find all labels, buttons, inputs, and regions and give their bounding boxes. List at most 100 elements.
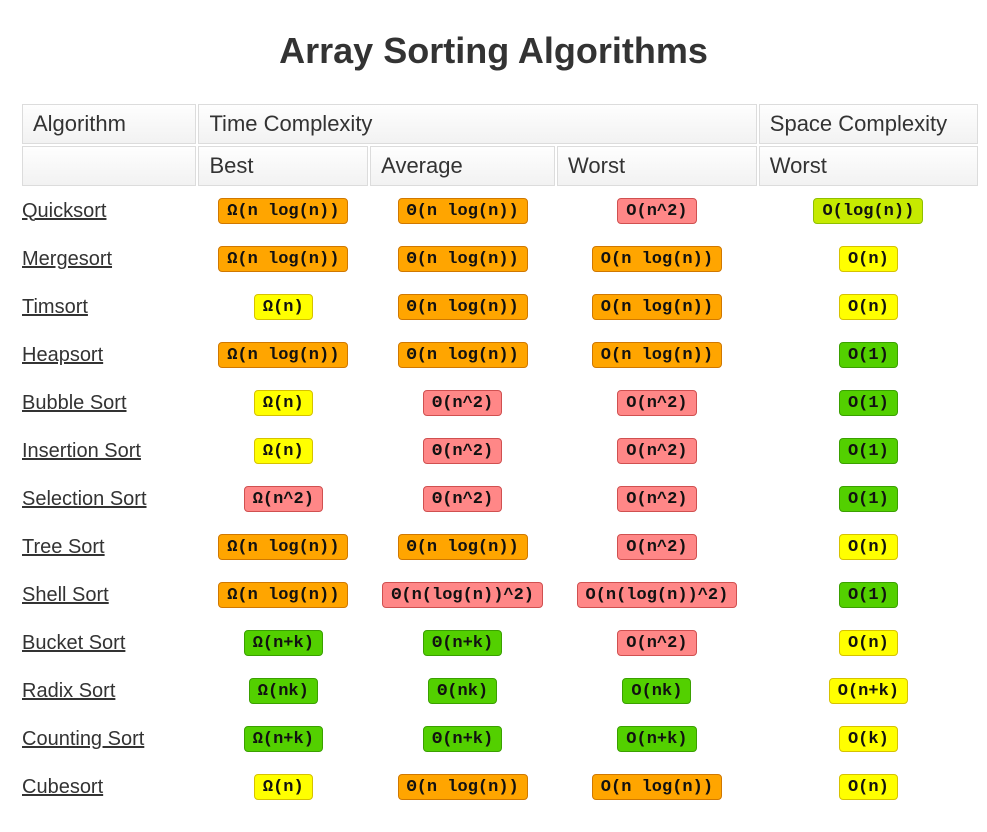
algorithm-name-cell: Radix Sort	[22, 668, 196, 714]
algorithm-link[interactable]: Selection Sort	[22, 488, 147, 510]
table-row: MergesortΩ(n log(n))Θ(n log(n))O(n log(n…	[22, 236, 978, 282]
page-title: Array Sorting Algorithms	[20, 30, 967, 72]
complexity-chip: Ω(n log(n))	[218, 582, 348, 608]
algorithm-link[interactable]: Counting Sort	[22, 728, 144, 750]
complexity-chip: O(1)	[839, 582, 898, 608]
algorithm-name-cell: Insertion Sort	[22, 428, 196, 474]
complexity-chip: O(n^2)	[617, 534, 696, 560]
complexity-chip: Θ(nk)	[428, 678, 497, 704]
complexity-chip: Ω(n)	[254, 774, 313, 800]
complexity-chip: Θ(n log(n))	[398, 342, 528, 368]
complexity-chip: O(1)	[839, 438, 898, 464]
complexity-chip: O(n+k)	[617, 726, 696, 752]
complexity-chip: O(log(n))	[813, 198, 923, 224]
complexity-cell-best: Ω(n log(n))	[198, 188, 368, 234]
complexity-cell-space: O(n)	[759, 764, 978, 810]
algorithm-link[interactable]: Tree Sort	[22, 536, 105, 558]
table-row: QuicksortΩ(n log(n))Θ(n log(n))O(n^2)O(l…	[22, 188, 978, 234]
complexity-chip: Θ(n^2)	[423, 438, 502, 464]
complexity-cell-worst: O(n(log(n))^2)	[557, 572, 757, 618]
complexity-chip: O(1)	[839, 486, 898, 512]
algorithm-link[interactable]: Bucket Sort	[22, 632, 125, 654]
table-row: HeapsortΩ(n log(n))Θ(n log(n))O(n log(n)…	[22, 332, 978, 378]
complexity-chip: O(n log(n))	[592, 342, 722, 368]
complexity-cell-best: Ω(n)	[198, 380, 368, 426]
table-row: Radix SortΩ(nk)Θ(nk)O(nk)O(n+k)	[22, 668, 978, 714]
header-worst: Worst	[557, 146, 757, 186]
header-space-complexity: Space Complexity	[759, 104, 978, 144]
complexity-cell-space: O(n)	[759, 284, 978, 330]
complexity-chip: O(n)	[839, 294, 898, 320]
complexity-cell-worst: O(n log(n))	[557, 236, 757, 282]
algorithm-name-cell: Counting Sort	[22, 716, 196, 762]
algorithm-name-cell: Heapsort	[22, 332, 196, 378]
complexity-chip: O(n)	[839, 534, 898, 560]
table-row: Counting Sort Ω(n+k) Θ(n+k) O(n+k) O(k)	[22, 716, 978, 762]
complexity-cell-avg: Θ(n log(n))	[370, 284, 555, 330]
complexity-chip: Ω(n log(n))	[218, 534, 348, 560]
complexity-cell-best: Ω(n log(n))	[198, 524, 368, 570]
complexity-cell-worst: O(nk)	[557, 668, 757, 714]
header-best: Best	[198, 146, 368, 186]
complexity-cell-space: O(1)	[759, 380, 978, 426]
complexity-cell-avg: Θ(nk)	[370, 668, 555, 714]
algorithm-name-cell: Cubesort	[22, 764, 196, 810]
header-space-worst: Worst	[759, 146, 978, 186]
complexity-cell-worst: O(n^2)	[557, 428, 757, 474]
complexity-chip: O(n^2)	[617, 438, 696, 464]
complexity-chip: Ω(n)	[254, 390, 313, 416]
algorithm-name-cell: Timsort	[22, 284, 196, 330]
complexity-chip: Ω(nk)	[249, 678, 318, 704]
complexity-cell-avg: Θ(n^2)	[370, 476, 555, 522]
algorithm-link[interactable]: Cubesort	[22, 776, 103, 798]
complexity-cell-best: Ω(n+k)	[198, 620, 368, 666]
complexity-cell-worst: O(n^2)	[557, 524, 757, 570]
table-row: Selection Sort Ω(n^2)Θ(n^2)O(n^2) O(1)	[22, 476, 978, 522]
table-row: Tree Sort Ω(n log(n)) Θ(n log(n)) O(n^2) O(n…	[22, 524, 978, 570]
algorithm-name-cell: Mergesort	[22, 236, 196, 282]
algorithm-link[interactable]: Shell Sort	[22, 584, 109, 606]
algorithm-link[interactable]: Timsort	[22, 296, 88, 318]
header-algorithm: Algorithm	[22, 104, 196, 144]
complexity-cell-best: Ω(n)	[198, 284, 368, 330]
algorithm-link[interactable]: Bubble Sort	[22, 392, 127, 414]
algorithm-link[interactable]: Heapsort	[22, 344, 103, 366]
table-row: Timsort Ω(n) Θ(n log(n)) O(n log(n)) O(n)	[22, 284, 978, 330]
complexity-cell-space: O(k)	[759, 716, 978, 762]
algorithm-link[interactable]: Quicksort	[22, 200, 106, 222]
complexity-cell-space: O(1)	[759, 476, 978, 522]
table-row: Bucket SortΩ(n+k)Θ(n+k)O(n^2)O(n)	[22, 620, 978, 666]
algorithm-name-cell: Bucket Sort	[22, 620, 196, 666]
algorithm-name-cell: Selection Sort	[22, 476, 196, 522]
complexity-chip: O(n log(n))	[592, 294, 722, 320]
complexity-cell-avg: Θ(n+k)	[370, 716, 555, 762]
algorithm-link[interactable]: Insertion Sort	[22, 440, 141, 462]
complexity-chip: Ω(n)	[254, 438, 313, 464]
complexity-chip: Ω(n log(n))	[218, 198, 348, 224]
complexity-cell-best: Ω(n)	[198, 764, 368, 810]
header-average: Average	[370, 146, 555, 186]
table-row: Bubble SortΩ(n)Θ(n^2)O(n^2)O(1)	[22, 380, 978, 426]
complexity-cell-avg: Θ(n log(n))	[370, 332, 555, 378]
complexity-chip: O(1)	[839, 342, 898, 368]
table-row: Shell Sort Ω(n log(n)) Θ(n(log(n))^2) O(n(l…	[22, 572, 978, 618]
algorithm-name-cell: Shell Sort	[22, 572, 196, 618]
complexity-cell-avg: Θ(n+k)	[370, 620, 555, 666]
complexity-cell-space: O(1)	[759, 332, 978, 378]
complexity-chip: Θ(n+k)	[423, 630, 502, 656]
complexity-cell-worst: O(n log(n))	[557, 284, 757, 330]
algorithm-link[interactable]: Mergesort	[22, 248, 112, 270]
complexity-chip: Θ(n log(n))	[398, 534, 528, 560]
complexity-chip: Θ(n log(n))	[398, 294, 528, 320]
algorithm-link[interactable]: Radix Sort	[22, 680, 115, 702]
complexity-cell-worst: O(n^2)	[557, 476, 757, 522]
complexity-cell-best: Ω(n^2)	[198, 476, 368, 522]
complexity-cell-avg: Θ(n log(n))	[370, 188, 555, 234]
complexity-cell-space: O(log(n))	[759, 188, 978, 234]
algorithm-name-cell: Tree Sort	[22, 524, 196, 570]
complexity-chip: Θ(n log(n))	[398, 198, 528, 224]
complexity-chip: Θ(n log(n))	[398, 774, 528, 800]
complexity-chip: Ω(n+k)	[244, 726, 323, 752]
complexity-chip: Θ(n(log(n))^2)	[382, 582, 543, 608]
complexity-chip: O(1)	[839, 390, 898, 416]
